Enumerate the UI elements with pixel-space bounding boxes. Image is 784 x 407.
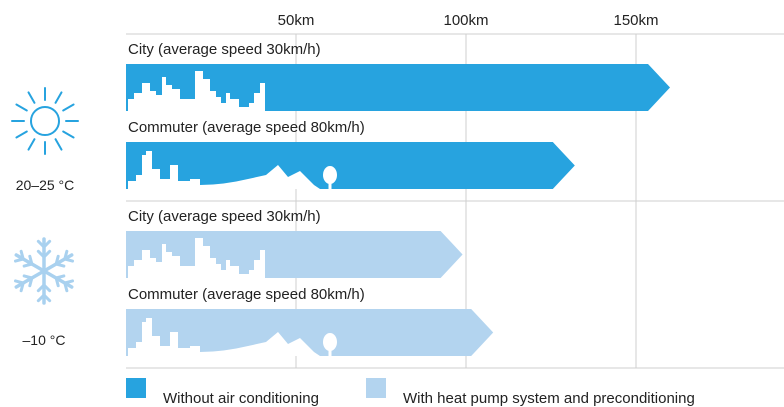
bar-1-1: [126, 309, 494, 356]
bar-label-1-1: Commuter (average speed 80km/h): [128, 286, 365, 303]
commuter-landscape-icon-1-1-tree-trunk: [328, 348, 332, 356]
legend-swatch-1: [366, 378, 386, 398]
sun-icon: [11, 87, 79, 155]
legend-label-1: With heat pump system and preconditionin…: [403, 390, 695, 407]
commuter-landscape-icon-1-1: [128, 318, 320, 356]
bar-label-0-1: Commuter (average speed 80km/h): [128, 119, 365, 136]
bars: City (average speed 30km/h) Commuter (ave…: [126, 41, 670, 356]
bar-0-1: [126, 142, 575, 189]
city-skyline-icon-1-0: [128, 238, 265, 278]
tick-label-150: 150km: [613, 12, 658, 29]
commuter-landscape-icon-0-1-tree-trunk: [328, 181, 332, 189]
legend-swatch-0: [126, 378, 146, 398]
commuter-landscape-icon-0-1: [128, 151, 320, 189]
tick-label-50: 50km: [278, 12, 315, 29]
legend: Without air conditioning With heat pump s…: [126, 378, 695, 407]
city-skyline-icon-0-0: [128, 71, 265, 111]
commuter-landscape-icon-0-1-tree-icon: [323, 166, 337, 184]
x-axis-ticks: 50km 100km 150km: [278, 12, 659, 29]
temperature-icons: 20–25 °C –10 °C: [11, 87, 79, 348]
commuter-landscape-icon-1-1-tree-icon: [323, 333, 337, 351]
temperature-label-1: –10 °C: [23, 332, 66, 348]
snowflake-icon: [13, 237, 75, 305]
bar-label-0-0: City (average speed 30km/h): [128, 41, 321, 58]
temperature-label-0: 20–25 °C: [16, 177, 75, 193]
bar-label-1-0: City (average speed 30km/h): [128, 208, 321, 225]
legend-label-0: Without air conditioning: [163, 390, 319, 407]
tick-label-100: 100km: [443, 12, 488, 29]
